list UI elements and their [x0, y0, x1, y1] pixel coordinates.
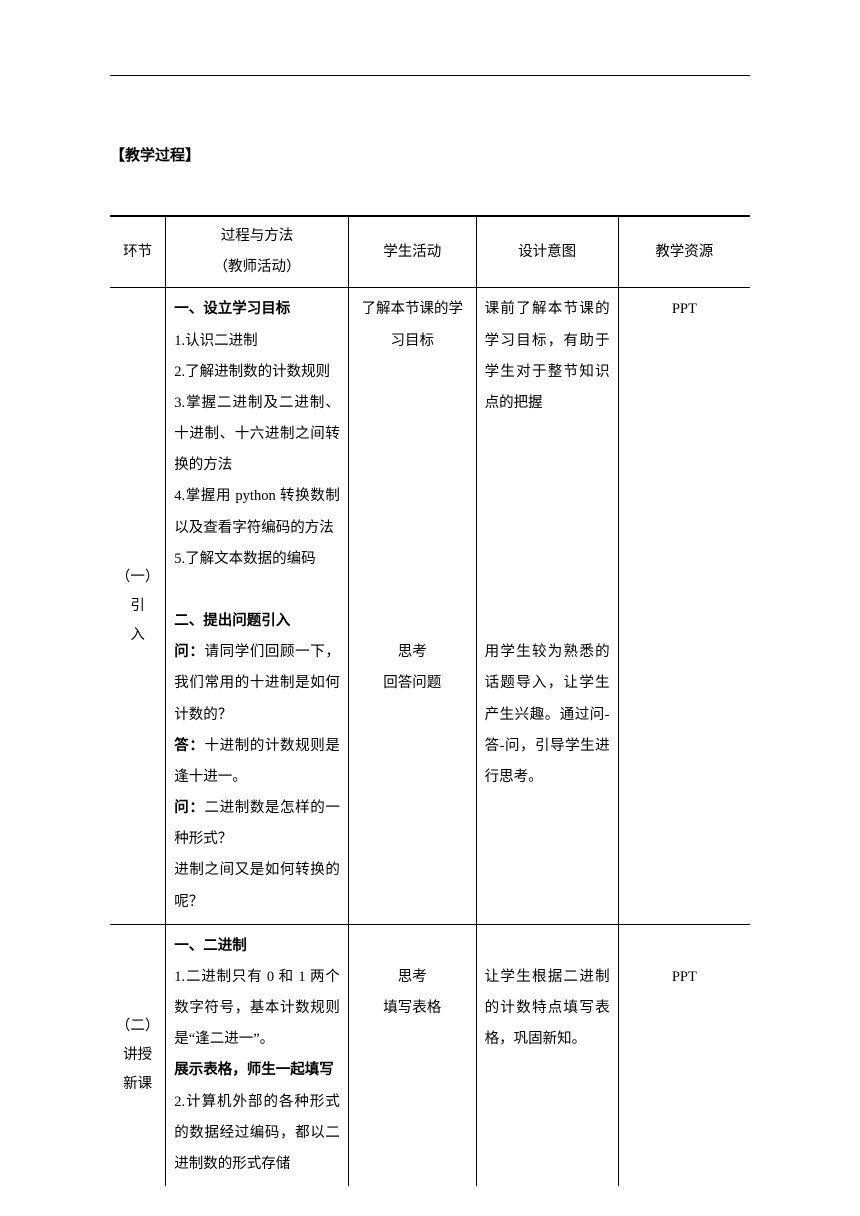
- student-1-s1b: 习目标: [357, 326, 468, 357]
- student-cell-2: 思考 填写表格: [348, 924, 476, 1186]
- stage-1-a: 引: [112, 592, 163, 621]
- teacher-1-p1: 1.认识二进制: [174, 326, 340, 357]
- teacher-1-q2: 问：二进制数是怎样的一种形式？: [174, 793, 340, 855]
- stage-1-num: （一）: [112, 563, 163, 592]
- stage-1-b: 入: [112, 621, 163, 650]
- teacher-cell-1: 一、设立学习目标 1.认识二进制 2.了解进制数的计数规则 3.掌握二进制及二进…: [166, 288, 349, 924]
- header-rule: [110, 75, 750, 76]
- student-2-s1a: 思考: [357, 962, 468, 993]
- intent-cell-1: 课前了解本节课的学习目标，有助于学生对于整节知识点的把握 用学生较为熟悉的话题导…: [476, 288, 618, 924]
- col-header-student: 学生活动: [348, 216, 476, 288]
- intent-cell-2: 让学生根据二进制的计数特点填写表格，巩固新知。: [476, 924, 618, 1186]
- table-row: （二） 讲授 新课 一、二进制 1.二进制只有 0 和 1 两个数字符号，基本计…: [110, 924, 750, 1186]
- student-cell-1: 了解本节课的学 习目标 思考 回答问题: [348, 288, 476, 924]
- teacher-2-p2: 展示表格，师生一起填写: [174, 1055, 340, 1086]
- teacher-2-p1: 1.二进制只有 0 和 1 两个数字符号，基本计数规则是“逢二进一”。: [174, 962, 340, 1056]
- intent-2-d1: 让学生根据二进制的计数特点填写表格，巩固新知。: [485, 962, 610, 1056]
- stage-cell-1: （一） 引 入: [110, 288, 166, 924]
- teacher-1-q3: 进制之间又是如何转换的呢？: [174, 855, 340, 917]
- col-header-stage: 环节: [110, 216, 166, 288]
- col-header-process-l1: 过程与方法: [221, 228, 294, 244]
- resource-cell-2: PPT: [618, 924, 750, 1186]
- col-header-intent: 设计意图: [476, 216, 618, 288]
- student-1-s1a: 了解本节课的学: [357, 294, 468, 325]
- teacher-1-p4: 4.掌握用 python 转换数制以及查看字符编码的方法: [174, 481, 340, 543]
- stage-2-a: 讲授: [112, 1041, 163, 1070]
- col-header-process-l2: （教师活动）: [214, 259, 301, 275]
- student-2-s1b: 填写表格: [357, 993, 468, 1024]
- table-row: （一） 引 入 一、设立学习目标 1.认识二进制 2.了解进制数的计数规则 3.…: [110, 288, 750, 924]
- section-title: 【教学过程】: [110, 144, 750, 165]
- teacher-2-h1: 一、二进制: [174, 931, 340, 962]
- stage-2-num: （二）: [112, 1012, 163, 1041]
- lesson-plan-table: 环节 过程与方法 （教师活动） 学生活动 设计意图 教学资源 （一） 引 入 一…: [110, 215, 750, 1186]
- teacher-1-h2: 二、提出问题引入: [174, 606, 340, 637]
- stage-2-b: 新课: [112, 1070, 163, 1099]
- resource-2: PPT: [627, 962, 742, 993]
- resource-cell-1: PPT: [618, 288, 750, 924]
- table-header-row: 环节 过程与方法 （教师活动） 学生活动 设计意图 教学资源: [110, 216, 750, 288]
- teacher-1-p2: 2.了解进制数的计数规则: [174, 357, 340, 388]
- teacher-2-p3: 2.计算机外部的各种形式的数据经过编码，都以二进制数的形式存储: [174, 1087, 340, 1181]
- teacher-1-h1: 一、设立学习目标: [174, 294, 340, 325]
- stage-cell-2: （二） 讲授 新课: [110, 924, 166, 1186]
- intent-1-d1: 课前了解本节课的学习目标，有助于学生对于整节知识点的把握: [485, 294, 610, 419]
- teacher-1-p3: 3.掌握二进制及二进制、十进制、十六进制之间转换的方法: [174, 388, 340, 482]
- student-1-s2a: 思考: [357, 637, 468, 668]
- teacher-1-p5: 5.了解文本数据的编码: [174, 544, 340, 575]
- intent-1-d2: 用学生较为熟悉的话题导入，让学生产生兴趣。通过问-答-问，引导学生进行思考。: [485, 637, 610, 793]
- teacher-1-q1: 问：请同学们回顾一下，我们常用的十进制是如何计数的？: [174, 637, 340, 731]
- student-1-s2b: 回答问题: [357, 668, 468, 699]
- col-header-resource: 教学资源: [618, 216, 750, 288]
- col-header-process: 过程与方法 （教师活动）: [166, 216, 349, 288]
- teacher-1-a1: 答：十进制的计数规则是逢十进一。: [174, 731, 340, 793]
- teacher-cell-2: 一、二进制 1.二进制只有 0 和 1 两个数字符号，基本计数规则是“逢二进一”…: [166, 924, 349, 1186]
